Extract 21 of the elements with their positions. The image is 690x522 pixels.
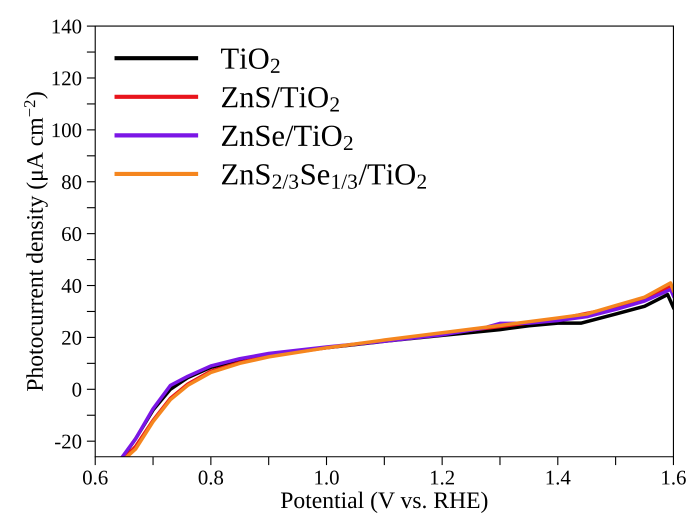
x-tick-label: 1.4 (546, 470, 570, 485)
x-tick-label: 1.2 (430, 470, 454, 485)
y-tick-label: 120 (52, 71, 82, 86)
y-tick-label: 40 (62, 278, 82, 293)
y-tick-label: 20 (62, 330, 82, 345)
y-tick-label: 100 (52, 123, 82, 138)
x-tick-label: 0.8 (198, 470, 224, 485)
y-tick-label: 0 (72, 382, 82, 397)
legend-label: ZnS/TiO$_{2}$ (222, 86, 339, 112)
x-tick-label: 1.6 (662, 470, 686, 485)
y-tick-label: -20 (55, 434, 82, 449)
legend-label: ZnSe/TiO$_{2}$ (222, 126, 352, 150)
y-axis-title: Photocurrent density (μA cm$^{−2}$) (24, 92, 48, 392)
legend-label: ZnS$_{2/3}$Se$_{1/3}$/TiO$_{2}$ (222, 164, 426, 189)
y-tick-label: 140 (52, 19, 82, 34)
legend-label: TiO$_{2}$ (221, 48, 280, 73)
y-tick-label: 60 (62, 227, 82, 242)
y-tick-label: 80 (62, 175, 82, 190)
x-tick-label: 0.6 (82, 470, 108, 485)
x-tick-label: 1.0 (315, 470, 339, 485)
x-axis-title: Potential (V vs. RHE) (280, 492, 488, 514)
